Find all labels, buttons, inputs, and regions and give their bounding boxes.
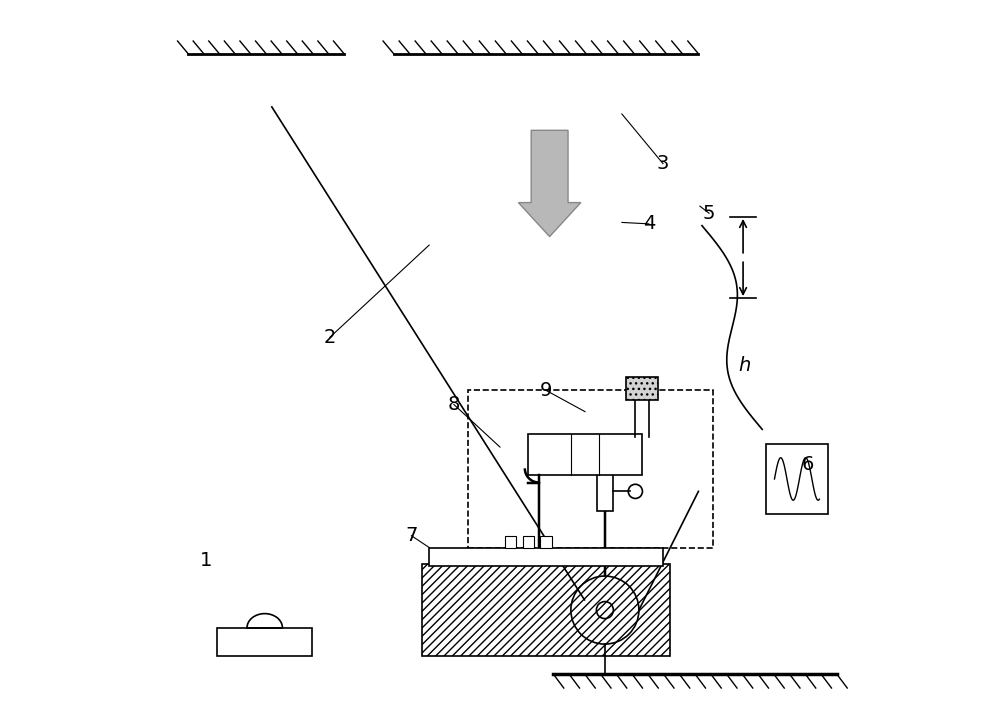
Bar <box>597 472 613 511</box>
Text: 6: 6 <box>802 455 814 475</box>
Bar <box>429 548 663 566</box>
Text: 9: 9 <box>540 381 552 400</box>
Text: 2: 2 <box>324 328 336 347</box>
Bar <box>540 536 552 548</box>
Bar <box>528 434 642 475</box>
Bar <box>468 390 713 549</box>
Bar <box>766 444 828 514</box>
Bar <box>582 445 628 472</box>
Text: 4: 4 <box>643 214 655 233</box>
Text: 8: 8 <box>448 395 460 414</box>
Bar <box>626 377 658 399</box>
Text: 3: 3 <box>657 154 669 173</box>
FancyArrow shape <box>518 130 581 237</box>
Text: 5: 5 <box>703 204 715 223</box>
Bar <box>217 628 312 656</box>
Bar <box>422 564 670 656</box>
Text: 7: 7 <box>405 526 418 545</box>
Text: 1: 1 <box>200 551 212 570</box>
Bar <box>505 536 516 548</box>
Text: h: h <box>738 356 751 375</box>
Bar <box>523 536 534 548</box>
